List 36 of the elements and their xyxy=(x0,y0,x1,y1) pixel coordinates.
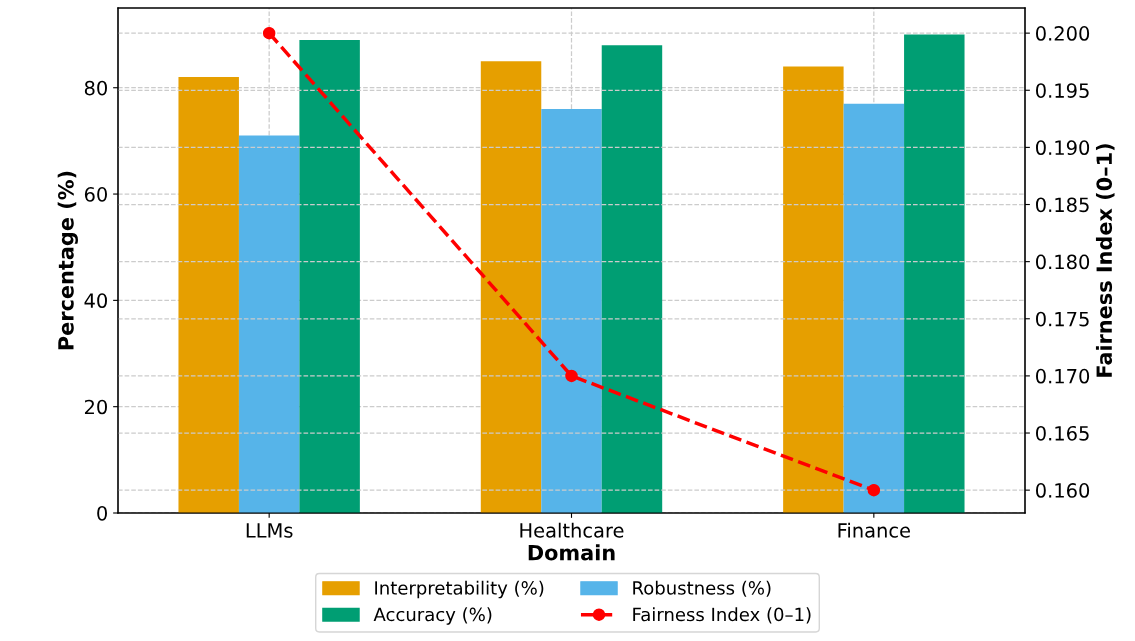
bar xyxy=(843,103,905,513)
y-tick-label: 40 xyxy=(84,293,107,309)
y2-tick-label: 0.170 xyxy=(1036,368,1090,384)
point xyxy=(565,369,578,383)
point xyxy=(262,26,276,40)
y-tick-label: 0 xyxy=(97,505,107,521)
y-tick-label: 60 xyxy=(84,187,107,202)
y-tick-label: 80 xyxy=(84,80,107,96)
y-tick-label: 20 xyxy=(84,399,107,415)
x-axis-title: Domain xyxy=(528,544,615,561)
bar xyxy=(783,66,844,513)
y2-tick-label: 0.175 xyxy=(1036,311,1089,327)
y2-axis-title: Fairness Index (0–1) xyxy=(1095,144,1115,377)
legend-label: Accuracy (%) xyxy=(373,607,492,625)
bar xyxy=(601,45,663,513)
bar xyxy=(904,34,965,513)
x-tick-label: Finance xyxy=(838,522,910,538)
bar xyxy=(299,39,360,513)
y2-tick-label: 0.180 xyxy=(1036,254,1090,270)
x-tick-label: LLMs xyxy=(246,523,293,538)
y2-tick-label: 0.165 xyxy=(1036,425,1089,441)
legend-label: Interpretability (%) xyxy=(375,580,544,599)
y2-tick-label: 0.195 xyxy=(1036,83,1089,98)
bar xyxy=(238,135,300,513)
legend-label: Fairness Index (0–1) xyxy=(633,607,811,624)
y2-tick-label: 0.200 xyxy=(1036,26,1090,41)
bar xyxy=(541,109,602,513)
legend-label: Robustness (%) xyxy=(633,580,771,597)
bar xyxy=(178,77,239,513)
y-axis-title: Percentage (%) xyxy=(57,171,78,350)
y2-tick-label: 0.185 xyxy=(1036,197,1089,213)
x-tick-label: Healthcare xyxy=(520,522,624,538)
bar xyxy=(480,61,542,513)
point xyxy=(867,483,881,497)
y2-tick-label: 0.190 xyxy=(1036,140,1090,156)
y2-tick-label: 0.160 xyxy=(1036,483,1090,498)
